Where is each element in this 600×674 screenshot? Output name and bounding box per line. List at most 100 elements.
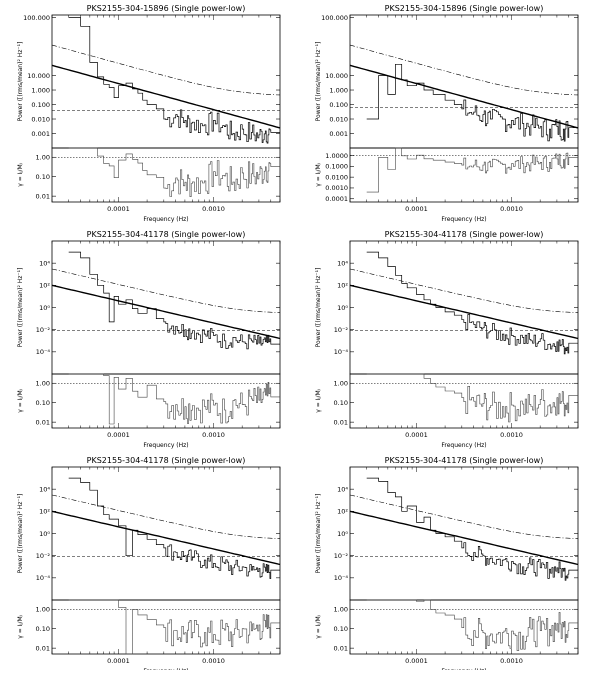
y-tick-label: 10⁻² <box>334 552 349 560</box>
ratio-tick-label: 0.0010 <box>325 184 348 192</box>
ratio-plot-frame <box>349 373 579 429</box>
ratio-line <box>366 373 578 423</box>
main-plot-frame <box>349 240 579 375</box>
y-axis-label: Power ([(rms/mean)² Hz⁻¹] <box>315 494 322 574</box>
ratio-tick-label: 1.00 <box>334 380 348 388</box>
y-axis-label: Power ([(rms/mean)² Hz⁻¹] <box>315 268 322 348</box>
chart-panel: PKS2155-304-41178 (Single power-low) Powe… <box>17 230 281 449</box>
ratio-axis-label: γ = Iⱼ/Mⱼ <box>17 389 24 412</box>
y-tick-label: 10⁻⁴ <box>334 348 349 356</box>
ratio-tick-label: 0.01 <box>36 644 50 652</box>
y-tick-label: 10⁴ <box>337 485 348 493</box>
ratio-tick-label: 1.00 <box>36 606 50 614</box>
ratio-plot-frame <box>51 373 281 429</box>
x-tick-label: 0.0010 <box>500 205 523 213</box>
y-axis-label: Power ([(rms/mean)² Hz⁻¹] <box>315 42 322 122</box>
y-tick-label: 10⁴ <box>39 259 50 267</box>
x-axis-label: Frequency (Hz) <box>143 216 188 223</box>
ratio-tick-label: 0.0001 <box>325 195 348 203</box>
main-plot-frame <box>349 466 579 601</box>
ratio-axis-label: γ = Iⱼ/Mⱼ <box>17 615 24 638</box>
ratio-tick-label: 0.0100 <box>325 173 348 181</box>
x-tick-label: 0.0010 <box>202 205 225 213</box>
x-tick-label: 0.0001 <box>107 205 130 213</box>
model-line <box>349 510 579 566</box>
model-line <box>349 284 579 340</box>
x-tick-label: 0.0001 <box>107 657 130 665</box>
chart-title: PKS2155-304-41178 (Single power-low) <box>87 230 246 239</box>
x-tick-label: 0.0001 <box>107 431 130 439</box>
y-axis-label: Power ([(rms/mean)² Hz⁻¹] <box>17 268 24 348</box>
y-tick-label: 10⁰ <box>39 530 50 538</box>
upper-confidence-line <box>349 268 579 313</box>
model-line <box>349 64 579 129</box>
upper-confidence-line <box>349 494 579 539</box>
ratio-tick-label: 0.1000 <box>325 163 348 171</box>
y-tick-label: 0.001 <box>329 130 348 138</box>
y-tick-label: 10⁰ <box>39 304 50 312</box>
chart-title: PKS2155-304-15896 (Single power-low) <box>87 4 246 13</box>
y-tick-label: 10⁻² <box>36 552 51 560</box>
periodogram-line <box>366 251 578 355</box>
ratio-plot-frame <box>51 147 281 203</box>
periodogram-line <box>366 63 578 142</box>
y-tick-label: 10⁻⁴ <box>334 574 349 582</box>
y-axis-label: Power ([(rms/mean)² Hz⁻¹] <box>17 494 24 574</box>
chart-panel: PKS2155-304-15896 (Single power-low) Powe… <box>17 4 281 223</box>
ratio-tick-label: 1.00 <box>36 380 50 388</box>
y-tick-label: 100.000 <box>23 14 50 22</box>
chart-panel: PKS2155-304-15896 (Single power-low) Powe… <box>315 4 579 223</box>
ratio-axis-label: γ = Iⱼ/Mⱼ <box>17 163 24 186</box>
chart-panel: PKS2155-304-41178 (Single power-low) Powe… <box>315 230 579 449</box>
model-line <box>51 284 281 340</box>
ratio-plot-frame <box>349 147 579 203</box>
ratio-tick-label: 0.01 <box>36 192 50 200</box>
main-plot-frame <box>349 14 579 149</box>
chart-title: PKS2155-304-15896 (Single power-low) <box>385 4 544 13</box>
x-tick-label: 0.0010 <box>202 657 225 665</box>
y-tick-label: 10² <box>337 282 348 290</box>
x-tick-label: 0.0010 <box>500 431 523 439</box>
y-tick-label: 10⁰ <box>337 530 348 538</box>
periodogram-line <box>366 477 578 581</box>
chart-title: PKS2155-304-41178 (Single power-low) <box>385 456 544 465</box>
ratio-tick-label: 0.01 <box>36 418 50 426</box>
ratio-tick-label: 1.00 <box>36 154 50 162</box>
y-tick-label: 0.001 <box>31 130 50 138</box>
y-tick-label: 0.010 <box>329 115 348 123</box>
y-tick-label: 0.100 <box>329 101 348 109</box>
ratio-tick-label: 1.00 <box>334 606 348 614</box>
ratio-tick-label: 0.10 <box>334 399 348 407</box>
upper-confidence-line <box>51 44 281 96</box>
ratio-plot-frame <box>51 599 281 655</box>
y-tick-label: 1.000 <box>329 86 348 94</box>
y-tick-label: 10² <box>337 508 348 516</box>
ratio-tick-label: 0.10 <box>36 399 50 407</box>
y-tick-label: 10⁻² <box>36 326 51 334</box>
y-tick-label: 10⁻⁴ <box>36 348 51 356</box>
chart-title: PKS2155-304-41178 (Single power-low) <box>87 456 246 465</box>
upper-confidence-line <box>51 268 281 313</box>
x-axis-label: Frequency (Hz) <box>441 216 486 223</box>
y-tick-label: 10.000 <box>325 72 348 80</box>
periodogram-line <box>68 251 280 350</box>
x-axis-label: Frequency (Hz) <box>441 442 486 449</box>
periodogram-line <box>68 477 280 579</box>
upper-confidence-line <box>51 494 281 539</box>
x-tick-label: 0.0001 <box>405 205 428 213</box>
ratio-line <box>68 147 280 197</box>
ratio-tick-label: 0.10 <box>36 625 50 633</box>
chart-title: PKS2155-304-41178 (Single power-low) <box>385 230 544 239</box>
ratio-tick-label: 0.10 <box>334 625 348 633</box>
y-tick-label: 10² <box>39 508 50 516</box>
x-tick-label: 0.0010 <box>500 657 523 665</box>
ratio-axis-label: γ = Iⱼ/Mⱼ <box>315 389 322 412</box>
x-axis-label: Frequency (Hz) <box>143 442 188 449</box>
main-plot-frame <box>51 466 281 601</box>
ratio-line <box>68 599 280 655</box>
y-tick-label: 0.100 <box>31 101 50 109</box>
ratio-line <box>366 599 578 651</box>
x-tick-label: 0.0010 <box>202 431 225 439</box>
